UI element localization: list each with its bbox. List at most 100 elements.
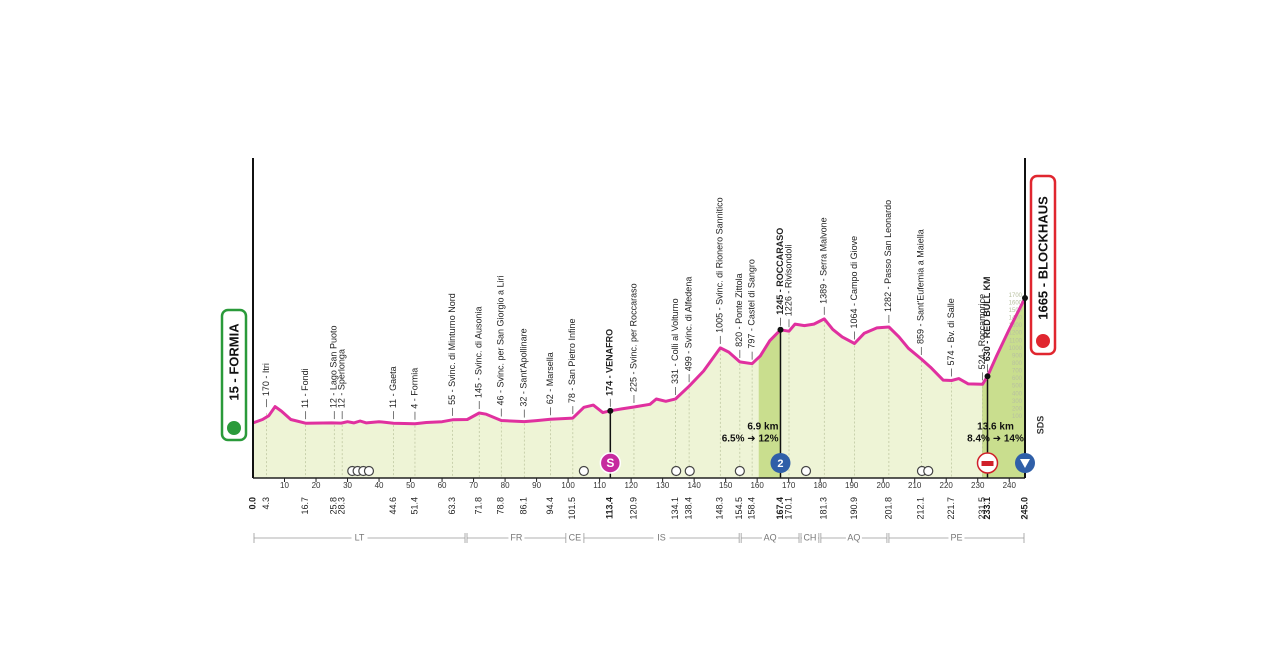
info-icon [923,465,934,477]
y-tick-label: 900 [1012,353,1023,359]
km-label: 94.4 [545,497,555,515]
info-icon [578,465,589,477]
waypoint-label: 1005 - Svinc. di Rionero Sannitico [715,197,725,333]
waypoint-dot [607,407,614,414]
waypoint-dot [777,326,784,333]
x-tick-label: 180 [814,481,828,490]
kom-icon [770,453,791,473]
area-layer [253,298,1025,478]
x-tick-label: 80 [501,481,510,490]
climb-gradient: 8.4% ➜ 14% [967,434,1024,445]
region-label: IS [657,532,666,542]
region-label-bg [566,532,583,544]
km-label: 120.9 [628,497,638,520]
info-icon [363,465,375,477]
waypoint-label: 820 - Ponte Zittola [734,273,744,347]
x-tick-label: 200 [877,481,891,490]
y-tick-label: 1700 [1009,293,1023,299]
x-tick-label: 10 [280,481,289,490]
start-box [220,308,248,442]
waypoint-label: 797 - Castel di Sangro [746,259,756,349]
redbull-mark [981,461,994,466]
x-tick-label: 170 [782,481,796,490]
finish-icon [1036,334,1050,348]
region-label-bg [801,532,818,544]
waypoint-label: 499 - Svinc. di Alfedena [683,277,693,372]
profile-line [252,297,1027,426]
waypoint-label: 32 - Sant'Apollinare [519,328,529,406]
km-label: 154.5 [734,497,744,520]
climb-area [758,329,781,478]
y-tick-label: 100 [1012,414,1023,420]
km-label: 16.7 [300,497,310,515]
x-tick-label: 210 [908,481,922,490]
km-label: 101.5 [567,497,577,520]
sprint-icon [599,452,622,474]
x-tick-label: 240 [1003,481,1017,490]
km-label: 201.8 [883,497,893,520]
km-label: 51.4 [409,497,419,515]
km-label: 71.8 [474,497,484,515]
x-tick-label: 40 [375,481,384,490]
x-tick-label: 120 [624,481,638,490]
finish-box [1029,174,1057,356]
region-label: AQ [764,532,777,542]
region-label-bg [948,532,965,544]
km-label: 44.6 [388,497,398,515]
y-tick-label: 700 [1012,369,1023,375]
km-label: 86.1 [519,497,529,515]
km-label: 245.0 [1019,497,1029,520]
finish-glyph [1020,459,1030,468]
x-tick-label: 90 [532,481,541,490]
region-label-bg [351,532,368,544]
waypoint-label: 12 - Sperlonga [337,349,347,408]
info-icon [800,465,812,477]
km-label: 28.3 [337,497,347,515]
x-tick-label: 60 [438,481,447,490]
waypoint-label: 145 - Svinc. di Ausonia [474,306,484,398]
waypoint-label: 524 - Roccamorice [977,294,987,370]
y-tick-label: 400 [1012,391,1023,397]
climb-area [982,298,1025,478]
line-layer [252,158,1028,482]
waypoint-label: 1389 - Serra Malvone [819,217,829,304]
waypoint-label: 859 - Sant'Eufemia a Maiella [916,229,926,344]
region-label-bg [762,532,779,544]
km-label: 181.3 [819,497,829,520]
x-tick-label: 130 [656,481,670,490]
km-label: 158.4 [746,497,756,520]
waypoint-label: 331 - Colli al Volturno [670,298,680,384]
finish-label: 1665 - BLOCKHAUS [1035,196,1050,320]
label-layer: 10 20 30 40 50 60 70 80 90 100 110 120 130 140 150 160 1… [220,174,1057,544]
x-tick-label: 160 [750,481,764,490]
km-label: 148.3 [715,497,725,520]
region-label: PE [950,532,962,542]
km-label: 0.0 [247,497,257,510]
waypoint-label: 46 - Svinc. per San Giorgio a Liri [496,275,506,405]
sprint-label: S [606,456,614,470]
region-label: LT [355,532,365,542]
y-tick-label: 800 [1012,361,1023,367]
y-tick-label: 1100 [1009,338,1023,344]
region-label-bg [845,532,862,544]
x-tick-label: 140 [687,481,701,490]
y-tick-label: 300 [1012,399,1023,405]
y-tick-label: 600 [1012,376,1023,382]
brand: SDS [1035,416,1045,435]
waypoint-label: 170 - Itri [261,363,271,396]
km-label: 134.1 [670,497,680,520]
y-tick-label: 1600 [1009,300,1023,306]
climb-gradient: 6.5% ➜ 12% [722,434,779,445]
y-tick-label: 1300 [1009,323,1023,329]
x-tick-label: 190 [845,481,859,490]
region-label: CE [569,532,582,542]
km-label: 190.9 [849,497,859,520]
y-tick-label: 500 [1012,384,1023,390]
region-label-bg [653,532,670,544]
km-label: 231.5 [977,497,987,520]
start-label: 15 - FORMIA [226,323,241,401]
start-icon [227,421,241,435]
x-tick-label: 70 [469,481,478,490]
